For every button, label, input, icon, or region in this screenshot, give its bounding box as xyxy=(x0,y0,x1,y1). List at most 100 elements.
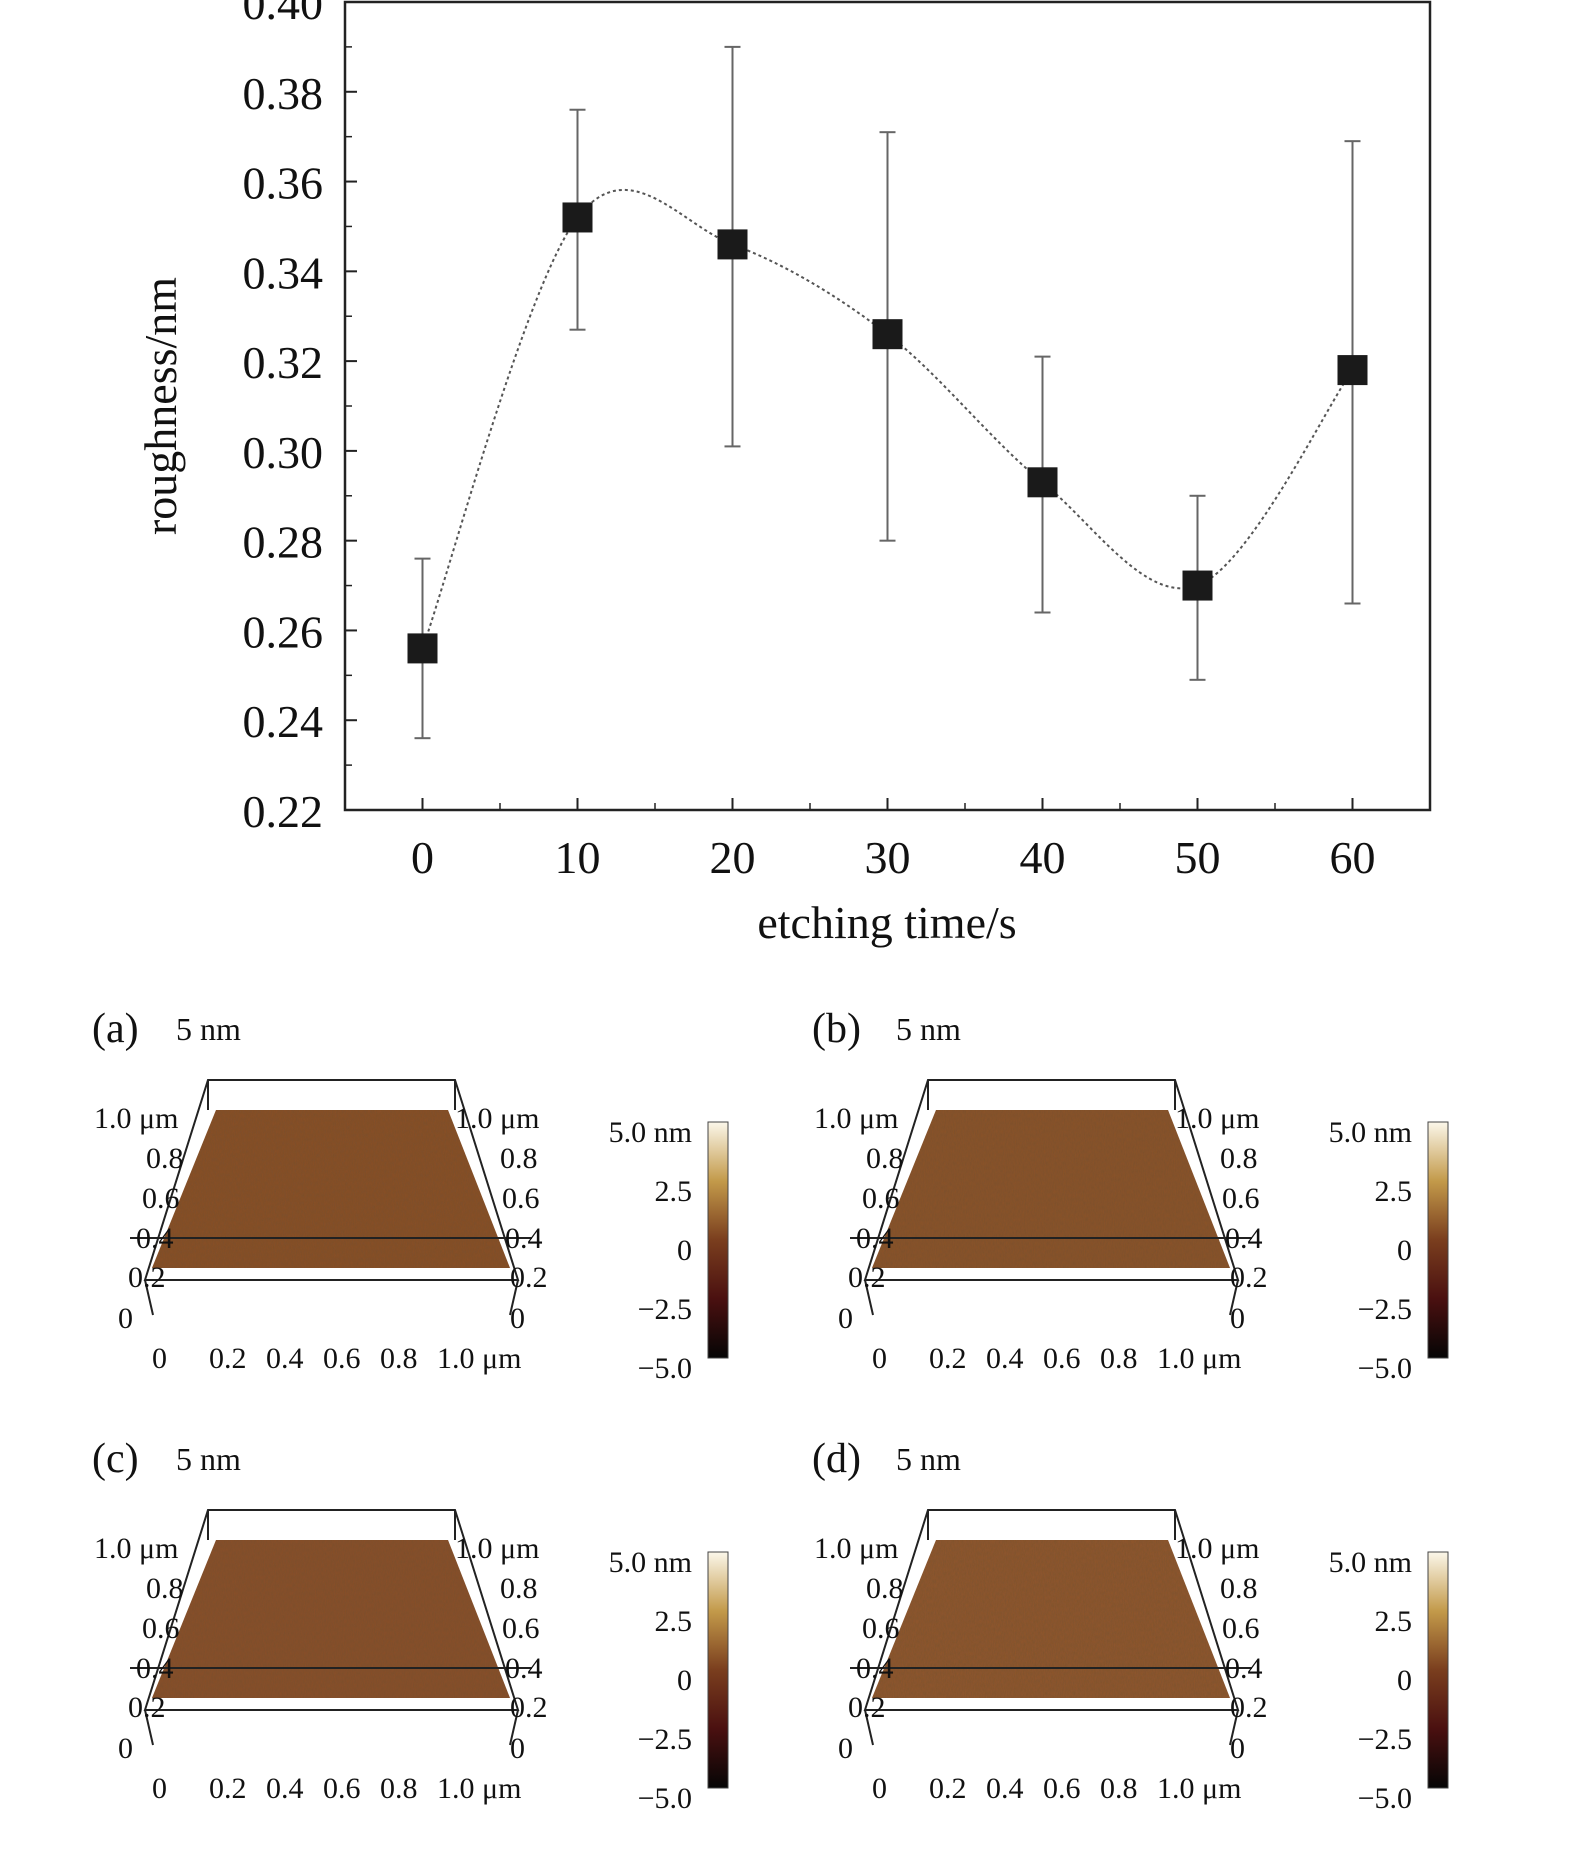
y-axis-tick-label: 0 xyxy=(838,1302,853,1335)
colorbar xyxy=(1427,1121,1449,1359)
y-axis-tick-label: 0.8 xyxy=(146,1572,184,1605)
y-axis-tick-label-right: 0 xyxy=(510,1302,525,1335)
y-axis-tick-label-right: 1.0 μm xyxy=(1175,1532,1259,1565)
data-point xyxy=(407,633,438,664)
y-axis-tick-label-right: 1.0 μm xyxy=(455,1532,539,1565)
x-axis-tick-label: 0.6 xyxy=(1043,1342,1081,1375)
x-axis-label: etching time/s xyxy=(757,897,1016,948)
colorbar-tick-label: −5.0 xyxy=(638,1782,692,1815)
roughness-chart: 0.22 0.24 0.26 0.28 0.30 0.32 0.34 0.36 0.38 0.40… xyxy=(135,0,1432,948)
x-tick-label: 20 xyxy=(710,832,756,883)
y-axis-tick-label-right: 0.2 xyxy=(510,1261,548,1294)
y-tick-label: 0.32 xyxy=(243,337,324,388)
y-axis-tick-label-right: 0.2 xyxy=(1230,1261,1268,1294)
y-tick-label: 0.30 xyxy=(243,427,324,478)
y-axis-tick-label-right: 0.2 xyxy=(1230,1691,1268,1724)
x-axis-tick-label: 0 xyxy=(152,1342,167,1375)
y-axis-tick-label-right: 0.6 xyxy=(1222,1182,1260,1215)
x-axis-tick-label: 0.6 xyxy=(323,1342,361,1375)
y-axis-tick-label: 0.4 xyxy=(136,1222,174,1255)
y-axis-label: roughness/nm xyxy=(135,277,186,535)
x-axis-tick-label: 0 xyxy=(872,1342,887,1375)
frame-edge xyxy=(509,1279,519,1316)
y-axis-tick-label-right: 0.4 xyxy=(505,1652,543,1685)
data-markers xyxy=(407,202,1368,664)
x-tick-label: 30 xyxy=(865,832,911,883)
z-scale-label: 5 nm xyxy=(176,1011,241,1047)
y-axis-tick-label-right: 0.8 xyxy=(1220,1572,1258,1605)
frame-edge xyxy=(864,1279,874,1316)
x-axis-tick-label: 1.0 μm xyxy=(437,1772,521,1805)
surface xyxy=(872,1540,1230,1698)
z-scale-label: 5 nm xyxy=(176,1441,241,1477)
x-axis-tick-label: 0.8 xyxy=(1100,1772,1138,1805)
x-tick-label: 0 xyxy=(411,832,434,883)
x-axis-tick-label: 0.4 xyxy=(986,1772,1024,1805)
data-point xyxy=(872,319,903,350)
colorbar-tick-label: 5.0 nm xyxy=(1329,1546,1412,1579)
colorbar-tick-label: 2.5 xyxy=(655,1175,693,1208)
y-axis-tick-label: 0.8 xyxy=(866,1572,904,1605)
colorbar-tick-label: 5.0 nm xyxy=(609,1546,692,1579)
colorbar-tick-label: 0 xyxy=(1397,1234,1412,1267)
afm-panel-d: (d) 5 nm 0 0.2 0.4 0.6 0.8 1.0 μm 0 0.2 0.4 0.6 0.8 1… xyxy=(800,1436,1500,1870)
x-tick-label: 50 xyxy=(1175,832,1221,883)
panel-label: (c) xyxy=(92,1436,139,1482)
x-axis-tick-label: 1.0 μm xyxy=(437,1342,521,1375)
colorbar-tick-label: −2.5 xyxy=(1358,1723,1412,1756)
data-point xyxy=(1182,570,1213,601)
frame-edge xyxy=(1229,1709,1239,1746)
colorbar-tick-label: 2.5 xyxy=(1375,1605,1413,1638)
y-axis-tick-label: 0.6 xyxy=(142,1182,180,1215)
y-tick-label: 0.40 xyxy=(243,0,324,29)
surface xyxy=(152,1540,510,1698)
colorbar xyxy=(707,1551,729,1789)
afm-3d-plot: (b) 5 nm 0 0.2 0.4 0.6 0.8 1.0 μm 0 0.2 0.4 0.6 0.8 1… xyxy=(812,1006,1449,1385)
afm-panel-a: (a) 5 nm 0 0.2 0.4 0.6 0.8 1.0 μm 0 0.2 0.4 0.6 0.8 1… xyxy=(80,1006,780,1440)
colorbar-tick-label: 0 xyxy=(677,1664,692,1697)
data-point xyxy=(717,229,748,260)
x-tick-label: 10 xyxy=(555,832,601,883)
y-axis-tick-label-right: 0.4 xyxy=(505,1222,543,1255)
z-scale-label: 5 nm xyxy=(896,1011,961,1047)
afm-3d-plot: (c) 5 nm 0 0.2 0.4 0.6 0.8 1.0 μm 0 0.2 0.4 0.6 0.8 1… xyxy=(92,1436,729,1815)
y-axis-tick-label: 1.0 μm xyxy=(94,1102,178,1135)
colorbar-tick-label: 2.5 xyxy=(655,1605,693,1638)
y-axis-tick-label: 0.2 xyxy=(128,1691,166,1724)
frame-edge xyxy=(144,1279,154,1316)
y-axis-tick-label: 0.4 xyxy=(856,1222,894,1255)
x-tick-label: 40 xyxy=(1020,832,1066,883)
x-axis-tick-label: 0.2 xyxy=(209,1342,247,1375)
x-axis-tick-label: 0.6 xyxy=(323,1772,361,1805)
y-axis-tick-label: 0.2 xyxy=(128,1261,166,1294)
colorbar-tick-label: −2.5 xyxy=(1358,1293,1412,1326)
y-axis-tick-label-right: 0.8 xyxy=(500,1142,538,1175)
frame-edge xyxy=(509,1709,519,1746)
x-axis-tick-label: 0.8 xyxy=(380,1342,418,1375)
data-point xyxy=(1027,467,1058,498)
y-axis-tick-label-right: 1.0 μm xyxy=(455,1102,539,1135)
x-axis-tick-label: 0.2 xyxy=(929,1772,967,1805)
z-scale-label: 5 nm xyxy=(896,1441,961,1477)
y-axis-tick-label-right: 0.6 xyxy=(502,1612,540,1645)
colorbar-tick-label: −2.5 xyxy=(638,1293,692,1326)
y-axis-tick-label-right: 0 xyxy=(1230,1302,1245,1335)
x-axis-tick-label: 0.6 xyxy=(1043,1772,1081,1805)
y-axis-tick-label: 0.2 xyxy=(848,1261,886,1294)
y-axis-tick-label-right: 1.0 μm xyxy=(1175,1102,1259,1135)
colorbar-tick-label: 5.0 nm xyxy=(609,1116,692,1149)
x-axis-tick-label: 0.2 xyxy=(209,1772,247,1805)
y-tick-label: 0.28 xyxy=(243,517,324,568)
y-axis-tick-label: 1.0 μm xyxy=(94,1532,178,1565)
surface xyxy=(152,1110,510,1268)
afm-panel-c: (c) 5 nm 0 0.2 0.4 0.6 0.8 1.0 μm 0 0.2 0.4 0.6 0.8 1… xyxy=(80,1436,780,1870)
y-axis-tick-label-right: 0 xyxy=(1230,1732,1245,1765)
x-tick-label: 60 xyxy=(1330,832,1376,883)
y-axis-tick-label-right: 0.4 xyxy=(1225,1652,1263,1685)
y-axis-tick-label: 0 xyxy=(118,1732,133,1765)
y-axis-tick-label: 1.0 μm xyxy=(814,1532,898,1565)
x-axis-tick-label: 1.0 μm xyxy=(1157,1342,1241,1375)
y-axis-tick-label-right: 0 xyxy=(510,1732,525,1765)
y-axis-tick-label-right: 0.2 xyxy=(510,1691,548,1724)
y-axis-tick-label: 0 xyxy=(118,1302,133,1335)
